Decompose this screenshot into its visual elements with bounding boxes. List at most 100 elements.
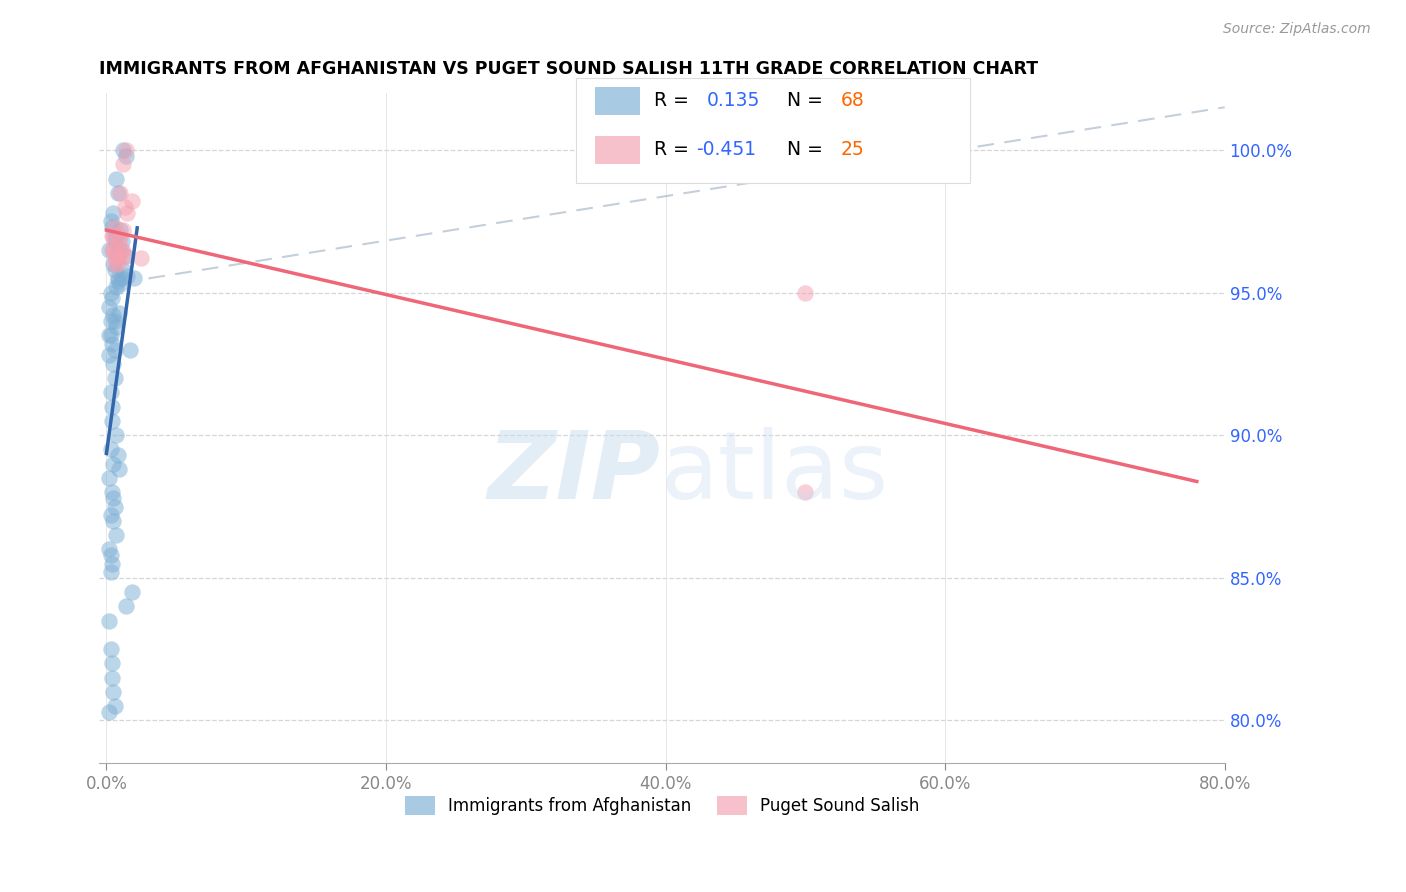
Point (98, 243, 121, 257)
Point (117, 206, 139, 220)
Point (104, 500, 127, 514)
Point (104, 314, 127, 328)
Point (120, 343, 142, 357)
Text: N =: N = (787, 140, 830, 160)
Point (98, 542, 121, 557)
Point (98, 348, 121, 362)
Point (107, 274, 129, 288)
Point (124, 271, 146, 285)
Point (101, 400, 124, 414)
Point (111, 243, 134, 257)
Point (104, 263, 127, 277)
Point (101, 337, 124, 351)
Point (131, 252, 153, 266)
Point (103, 228, 125, 243)
Point (100, 642, 122, 657)
Point (103, 357, 125, 371)
Point (100, 442, 122, 457)
Point (100, 565, 122, 579)
Point (101, 220, 124, 235)
Point (112, 143, 135, 157)
Point (105, 280, 128, 294)
Point (112, 157, 135, 171)
Point (103, 514, 125, 528)
Point (100, 385, 122, 400)
Legend: Immigrants from Afghanistan, Puget Sound Salish: Immigrants from Afghanistan, Puget Sound… (398, 789, 927, 822)
Text: IMMIGRANTS FROM AFGHANISTAN VS PUGET SOUND SALISH 11TH GRADE CORRELATION CHART: IMMIGRANTS FROM AFGHANISTAN VS PUGET SOU… (100, 60, 1039, 78)
Point (112, 223, 135, 237)
Point (114, 200, 136, 214)
Point (101, 485, 124, 500)
Point (104, 220, 127, 235)
Point (108, 243, 131, 257)
Point (103, 243, 125, 257)
Point (110, 223, 132, 237)
Text: -0.451: -0.451 (696, 140, 756, 160)
Text: 25: 25 (841, 140, 865, 160)
Point (107, 186, 129, 200)
Text: 0.135: 0.135 (707, 91, 761, 111)
Point (101, 657, 124, 671)
Point (101, 671, 124, 685)
Point (111, 271, 134, 285)
Point (107, 249, 129, 263)
Point (104, 252, 127, 266)
Point (105, 243, 128, 257)
Point (100, 548, 122, 562)
Point (108, 252, 131, 266)
Text: 68: 68 (841, 91, 865, 111)
Point (108, 462, 131, 476)
Point (110, 186, 132, 200)
Point (121, 585, 143, 599)
Point (104, 228, 127, 243)
Point (98, 300, 121, 314)
Point (100, 214, 122, 228)
Point (111, 243, 134, 257)
Point (103, 309, 125, 323)
Text: atlas: atlas (661, 426, 889, 519)
Point (100, 285, 122, 300)
Point (105, 528, 128, 542)
Point (103, 685, 125, 699)
Text: R =: R = (654, 140, 695, 160)
Point (104, 257, 127, 271)
Point (100, 314, 122, 328)
Point (115, 149, 138, 163)
Point (103, 206, 125, 220)
Point (794, 485, 817, 500)
Text: ZIP: ZIP (488, 426, 661, 519)
Point (105, 319, 128, 334)
Point (104, 699, 127, 714)
Point (101, 557, 124, 571)
Point (101, 243, 124, 257)
Point (104, 235, 127, 249)
Text: R =: R = (654, 91, 695, 111)
Point (108, 305, 131, 319)
Point (111, 235, 134, 249)
Point (114, 249, 136, 263)
Point (101, 291, 124, 305)
Point (112, 263, 135, 277)
Point (115, 249, 138, 263)
Point (108, 235, 131, 249)
Point (110, 228, 132, 243)
Point (794, 285, 817, 300)
Point (100, 328, 122, 343)
Point (104, 343, 127, 357)
Point (115, 143, 138, 157)
Point (101, 228, 124, 243)
Point (103, 457, 125, 471)
Point (98, 328, 121, 343)
Text: N =: N = (787, 91, 830, 111)
Point (98, 614, 121, 628)
Point (105, 171, 128, 186)
Point (107, 257, 129, 271)
Point (107, 271, 129, 285)
Point (117, 268, 139, 283)
Text: Source: ZipAtlas.com: Source: ZipAtlas.com (1223, 22, 1371, 37)
Point (110, 277, 132, 291)
Point (101, 414, 124, 428)
Point (121, 194, 143, 209)
Point (107, 448, 129, 462)
Point (115, 599, 138, 614)
